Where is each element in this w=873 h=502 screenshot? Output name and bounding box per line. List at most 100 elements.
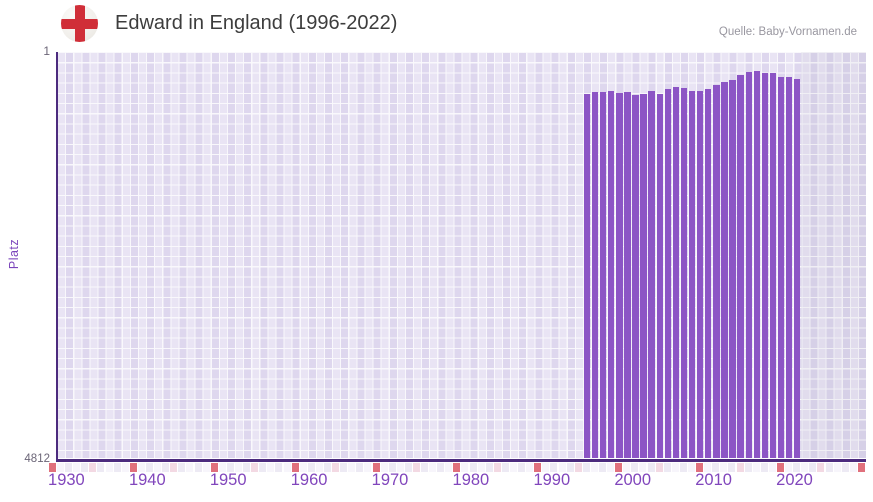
bar-2008[interactable] <box>680 88 688 458</box>
bar-2002[interactable] <box>632 94 639 458</box>
bar-2004[interactable] <box>648 90 655 458</box>
year-cell-1963 <box>315 463 323 472</box>
x-tick-label-1960: 1960 <box>290 471 328 489</box>
year-cell-2003 <box>639 463 647 472</box>
year-cell-2029 <box>849 463 857 472</box>
bar-2016[interactable] <box>745 71 752 458</box>
year-cell-1985 <box>493 463 501 472</box>
year-cell-1952 <box>226 463 234 472</box>
year-cell-1973 <box>396 463 404 472</box>
year-cell-1969 <box>364 463 372 472</box>
year-cell-2020 <box>777 463 784 472</box>
bar-2012[interactable] <box>713 85 720 458</box>
x-tick-label-2010: 2010 <box>695 471 732 489</box>
year-cell-2001 <box>623 463 631 472</box>
year-cell-1984 <box>485 463 493 472</box>
year-cell-2010 <box>696 463 704 472</box>
year-cell-1970 <box>372 463 380 472</box>
year-cell-2000 <box>615 463 623 472</box>
year-cell-1960 <box>291 463 299 472</box>
bar-2010[interactable] <box>697 90 704 458</box>
future-region-overlay <box>801 52 866 458</box>
bar-2022[interactable] <box>794 78 801 458</box>
year-cell-1959 <box>283 463 291 472</box>
x-tick-label-1970: 1970 <box>371 471 409 489</box>
bar-2009[interactable] <box>688 91 696 458</box>
year-cell-1986 <box>501 463 509 472</box>
year-cell-1946 <box>178 463 186 472</box>
year-cell-1945 <box>170 463 178 472</box>
bar-1997[interactable] <box>591 92 599 458</box>
year-cell-1943 <box>154 463 162 472</box>
year-cell-1962 <box>307 463 315 472</box>
y-axis-top-label: 1 <box>43 44 50 58</box>
bar-1999[interactable] <box>608 90 615 458</box>
year-cell-2028 <box>841 463 849 472</box>
year-cell-1975 <box>412 463 420 472</box>
bar-2000[interactable] <box>616 93 623 458</box>
bar-2013[interactable] <box>721 82 728 458</box>
year-cell-1951 <box>218 463 226 472</box>
bar-2011[interactable] <box>705 88 712 458</box>
x-tick-label-1930: 1930 <box>48 471 85 489</box>
bar-1996[interactable] <box>583 93 591 458</box>
year-cell-2009 <box>688 463 695 472</box>
year-cell-1956 <box>259 463 267 472</box>
bar-2018[interactable] <box>761 72 769 458</box>
y-axis-bottom-label: 4812 <box>24 453 50 465</box>
bar-2017[interactable] <box>753 70 761 458</box>
year-cell-1938 <box>113 463 121 472</box>
year-cell-2019 <box>768 463 776 472</box>
year-cell-1957 <box>267 463 275 472</box>
year-cell-1967 <box>348 463 356 472</box>
year-cell-1980 <box>453 463 461 472</box>
year-cell-1953 <box>234 463 242 472</box>
y-axis-line <box>55 52 58 462</box>
year-cell-2023 <box>801 463 809 472</box>
year-cell-2022 <box>793 463 801 472</box>
year-cell-1996 <box>582 463 590 472</box>
year-cell-2026 <box>825 463 833 472</box>
year-cell-1936 <box>97 463 105 472</box>
bar-2019[interactable] <box>769 73 777 458</box>
year-cell-1991 <box>542 463 550 472</box>
year-cell-1964 <box>323 463 331 472</box>
year-cell-2015 <box>736 463 744 472</box>
year-cell-1965 <box>332 463 340 472</box>
bar-2001[interactable] <box>624 92 631 458</box>
year-cell-2014 <box>728 463 736 472</box>
year-cell-1931 <box>56 463 64 472</box>
bar-2020[interactable] <box>777 76 785 458</box>
year-cell-2002 <box>631 463 639 472</box>
year-cell-1958 <box>275 463 283 472</box>
year-cell-1968 <box>356 463 364 472</box>
chart-title: Edward in England (1996-2022) <box>115 12 398 34</box>
year-cell-1930 <box>48 463 56 472</box>
flag-cross-horizontal <box>61 19 98 29</box>
x-axis-line <box>55 458 866 462</box>
bar-2006[interactable] <box>664 88 672 458</box>
bar-2015[interactable] <box>737 75 744 458</box>
year-cell-2027 <box>833 463 841 472</box>
year-cell-2005 <box>655 463 663 472</box>
bar-2003[interactable] <box>640 94 647 458</box>
year-cell-1932 <box>65 463 73 472</box>
year-cell-2030 <box>857 463 865 472</box>
bar-2005[interactable] <box>656 93 663 458</box>
bar-2007[interactable] <box>672 87 680 458</box>
year-cell-1955 <box>251 463 259 472</box>
year-cell-1997 <box>590 463 598 472</box>
year-cell-1994 <box>566 463 574 472</box>
year-cell-2016 <box>744 463 752 472</box>
year-cell-2018 <box>760 463 768 472</box>
year-cell-1993 <box>558 463 566 472</box>
year-cell-1979 <box>445 463 453 472</box>
bar-2021[interactable] <box>786 76 793 458</box>
year-cell-2006 <box>663 463 671 472</box>
bar-1998[interactable] <box>599 92 607 458</box>
year-cell-1987 <box>510 463 518 472</box>
bar-2014[interactable] <box>729 79 736 458</box>
year-cell-1947 <box>186 463 194 472</box>
x-tick-label-1980: 1980 <box>452 471 490 489</box>
year-cell-1954 <box>243 463 251 472</box>
